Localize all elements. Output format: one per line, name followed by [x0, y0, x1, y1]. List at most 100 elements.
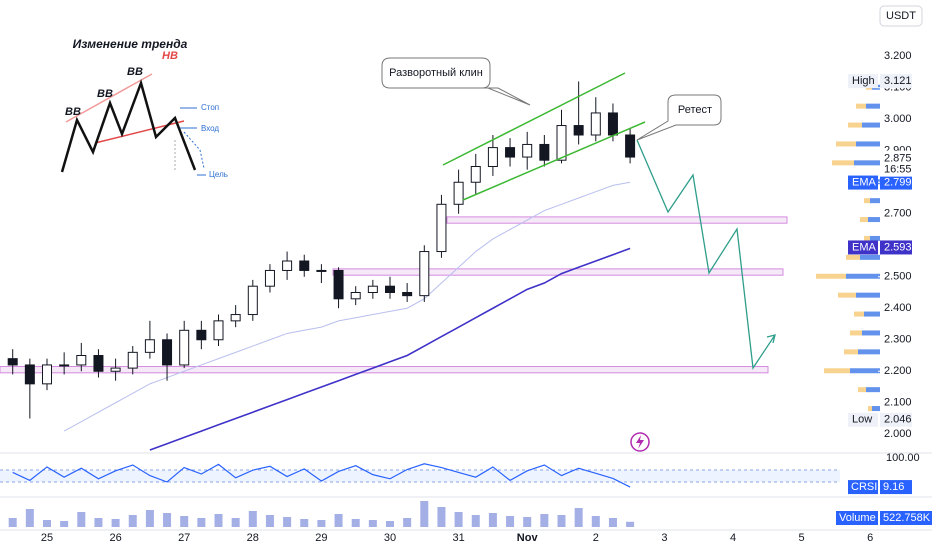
badge-bg	[848, 74, 878, 89]
candle-body	[539, 143, 550, 161]
profile-bar-down	[860, 217, 868, 223]
x-tick-label: 3	[661, 532, 667, 544]
callout-text: Разворотный клин	[389, 67, 483, 79]
volume-bar	[626, 521, 635, 527]
candle-body	[487, 147, 498, 168]
badge-name: Low	[852, 414, 872, 426]
candle-body	[59, 364, 70, 367]
badge-name: CRSI	[851, 481, 877, 493]
profile-bar-down	[850, 330, 862, 336]
zone	[0, 366, 769, 374]
volume-bar	[111, 519, 120, 527]
callout-box	[381, 57, 531, 106]
profile-bar-down	[824, 368, 850, 374]
inset: Изменение тренда ВВ ВВ ВВ НВ Стоп Вход Ц…	[60, 37, 228, 179]
volume-bar	[403, 518, 412, 527]
volume-bar	[77, 512, 86, 527]
inset-title: Изменение тренда	[73, 37, 188, 51]
inset-zigzag	[60, 78, 197, 173]
profile-bar-down	[854, 311, 864, 317]
y-tick-label: 3.000	[884, 113, 912, 125]
candle-body	[316, 269, 327, 272]
y-tick-label: 2.200	[884, 365, 912, 377]
candle-body	[402, 292, 413, 297]
y-tick-label: 3.200	[884, 50, 912, 62]
channel-line	[442, 72, 626, 166]
x-tick-label: 29	[315, 532, 327, 544]
volume-bar	[145, 510, 154, 527]
crsi-line	[12, 463, 631, 488]
badge-name: Volume	[839, 512, 876, 524]
candle-body	[505, 147, 516, 158]
badge-bg	[848, 412, 878, 427]
volume-bar	[523, 517, 532, 527]
profile-bar-up	[870, 198, 880, 204]
candle-body	[522, 143, 533, 158]
inset-arrow	[183, 131, 205, 169]
volume-bar	[231, 518, 240, 527]
x-tick-label: 27	[178, 532, 190, 544]
inset-level-label: Цель	[209, 170, 228, 179]
volume-bar	[8, 518, 17, 527]
candle-body	[42, 364, 52, 385]
volume-bar	[471, 515, 480, 527]
profile-bar-down	[848, 122, 862, 128]
volume-bar	[300, 519, 309, 527]
profile-bar-down	[864, 198, 870, 204]
candle-body	[470, 166, 481, 183]
callout-box	[636, 94, 722, 141]
zone	[446, 216, 788, 224]
profile-bar-up	[866, 387, 880, 393]
profile-bar-up	[854, 160, 880, 166]
profile-bar-down	[832, 160, 854, 166]
profile-bar-up	[856, 141, 880, 147]
volume-bar	[283, 517, 292, 527]
candle-body	[282, 260, 293, 271]
volume-bar	[94, 518, 103, 527]
candle-body	[230, 314, 241, 322]
profile-bar-up	[858, 349, 880, 355]
profile-bar-down	[856, 103, 866, 109]
profile-bar-up	[862, 330, 880, 336]
profile-bar-up	[846, 273, 880, 279]
badge-value: 3.121	[884, 75, 912, 87]
candle-body	[144, 339, 155, 353]
x-tick-label: 4	[730, 532, 736, 544]
candle-body	[247, 285, 258, 316]
crsi-tick-label: 100.00	[886, 452, 920, 464]
profile-bar-down	[868, 406, 872, 412]
x-tick-label: 28	[247, 532, 259, 544]
inset-level-label: Стоп	[201, 103, 219, 112]
badge-value: 2.593	[884, 241, 912, 253]
volume-bar	[351, 519, 360, 527]
volume-bar	[591, 516, 600, 527]
x-tick-label: 2	[593, 532, 599, 544]
candle-body	[590, 112, 601, 136]
candle-body	[196, 329, 207, 341]
currency-button[interactable]	[879, 5, 923, 27]
profile-bar-down	[858, 387, 866, 393]
badge-bg	[880, 511, 932, 525]
volume-bar	[557, 515, 566, 527]
volume-bar	[43, 520, 51, 527]
y-tick-label: 2.500	[884, 271, 912, 283]
candle-body	[556, 125, 567, 161]
profile-bar-down	[844, 349, 858, 355]
profile-bar-up	[872, 406, 880, 412]
volume-bar	[386, 521, 394, 527]
currency-label: USDT	[886, 10, 916, 22]
candle-body	[607, 112, 618, 136]
volume-bar	[574, 508, 583, 527]
y-tick-label: 2.300	[884, 334, 912, 346]
volume-bar	[163, 513, 172, 527]
badge-value: 2.799	[884, 176, 912, 188]
badge-bg	[880, 175, 912, 190]
volume-bar	[197, 518, 206, 527]
profile-bar-down	[816, 273, 846, 279]
projection-path	[636, 139, 776, 370]
volume-bar	[506, 516, 515, 527]
badge-bg	[880, 480, 912, 495]
projection-arrow	[766, 334, 776, 344]
candle-body	[24, 364, 35, 385]
last-price-bg	[880, 150, 914, 177]
